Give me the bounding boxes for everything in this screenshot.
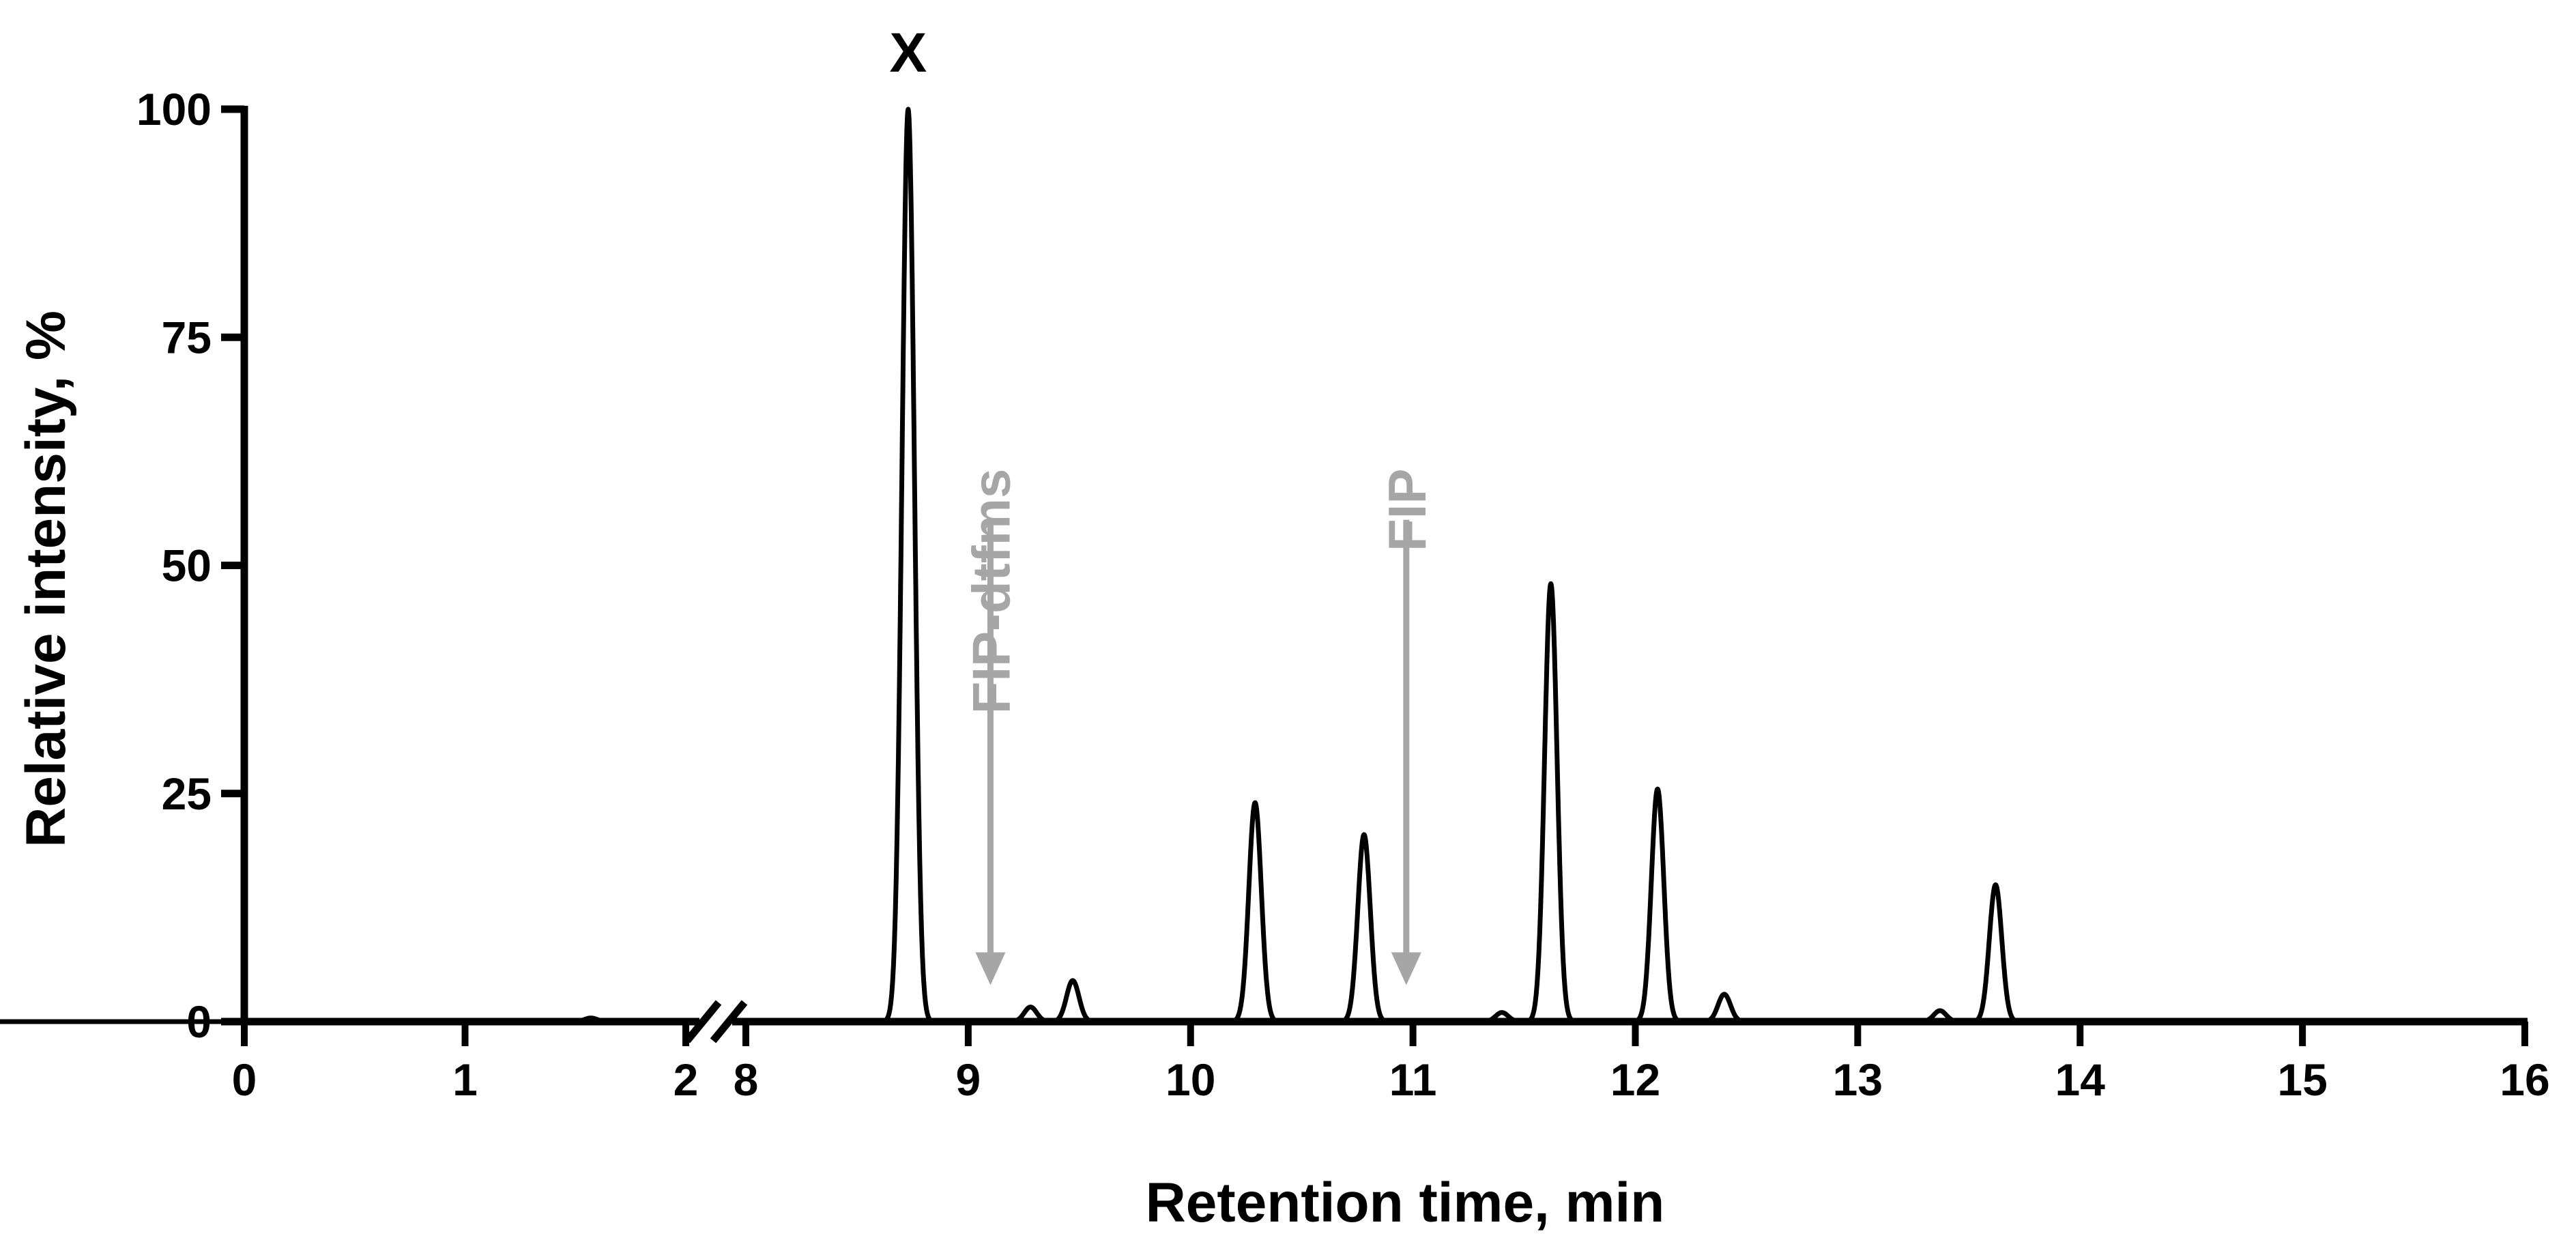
axes bbox=[240, 106, 2528, 1043]
y-tick-label: 100 bbox=[136, 84, 212, 134]
x-tick-label: 16 bbox=[2500, 1054, 2549, 1105]
peak-label-x: X bbox=[890, 22, 927, 84]
x-tick-label: 1 bbox=[452, 1054, 478, 1105]
reference-arrow-head bbox=[975, 952, 1006, 985]
x-axis-title: Retention time, min bbox=[1146, 1172, 1665, 1234]
x-tick-label: 12 bbox=[1610, 1054, 1660, 1105]
x-tick-label: 0 bbox=[232, 1054, 257, 1105]
axis-break-mark bbox=[684, 1000, 722, 1043]
y-tick-label: 25 bbox=[162, 768, 212, 819]
x-tick-label: 10 bbox=[1166, 1054, 1215, 1105]
y-tick-label: 50 bbox=[162, 540, 212, 591]
x-tick-label: 8 bbox=[734, 1054, 759, 1105]
axis-titles: Retention time, min Relative intensity, … bbox=[15, 311, 1664, 1234]
chromatogram-trace-group bbox=[0, 106, 2527, 1024]
axis-break-mark bbox=[710, 1000, 748, 1043]
reference-annotations: FIP-dtfmsFIP bbox=[961, 469, 1437, 985]
y-tick-label: 75 bbox=[162, 312, 212, 362]
x-tick-label: 13 bbox=[1833, 1054, 1883, 1105]
y-tick-label: 0 bbox=[186, 996, 212, 1047]
x-tick-label: 2 bbox=[674, 1054, 699, 1105]
x-tick-label: 9 bbox=[956, 1054, 981, 1105]
x-tick-label: 11 bbox=[1389, 1054, 1437, 1105]
y-axis-title: Relative intensity, % bbox=[15, 311, 77, 848]
reference-arrow-head bbox=[1391, 952, 1421, 985]
x-tick-label: 14 bbox=[2055, 1054, 2106, 1105]
x-tick-label: 15 bbox=[2277, 1054, 2327, 1105]
ticks bbox=[221, 105, 2528, 1046]
peak-annotations: X bbox=[890, 22, 927, 84]
